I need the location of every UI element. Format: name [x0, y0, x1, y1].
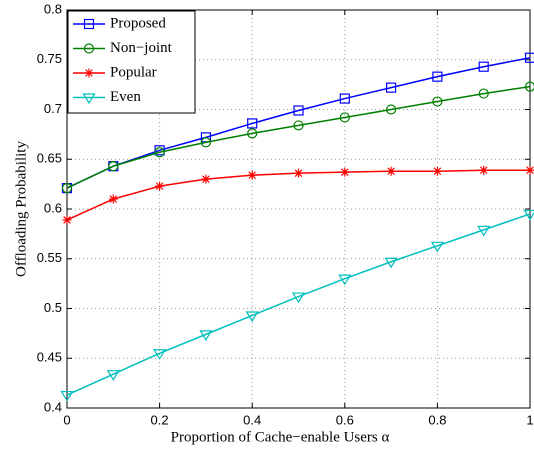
marker	[293, 120, 304, 131]
marker	[154, 147, 165, 158]
y-tick-label: 0.8	[44, 1, 62, 16]
marker	[479, 165, 489, 175]
marker	[293, 105, 304, 116]
y-tick-label: 0.75	[37, 51, 62, 66]
series-line	[66, 213, 531, 396]
marker	[247, 118, 258, 129]
marker	[247, 170, 257, 180]
marker	[84, 68, 94, 78]
y-tick-label: 0.7	[44, 101, 62, 116]
y-tick-label: 0.4	[44, 399, 62, 414]
marker	[245, 311, 259, 323]
y-tick-label: 0.65	[37, 151, 62, 166]
marker	[82, 93, 96, 105]
marker	[155, 181, 165, 191]
marker	[524, 52, 534, 63]
marker	[432, 96, 443, 107]
marker	[340, 167, 350, 177]
legend-label: Popular	[110, 64, 157, 80]
marker	[339, 93, 350, 104]
y-tick-label: 0.55	[37, 250, 62, 265]
marker	[62, 215, 72, 225]
marker	[384, 257, 398, 269]
y-tick-label: 0.5	[44, 300, 62, 315]
marker	[200, 137, 211, 148]
marker	[153, 349, 167, 360]
marker	[83, 18, 95, 30]
series-line	[66, 57, 531, 189]
x-tick-label: 0	[63, 412, 70, 427]
y-tick-label: 0.6	[44, 200, 62, 215]
series-line	[66, 85, 531, 189]
legend-label: Even	[110, 89, 141, 105]
legend-label: Non−joint	[110, 40, 173, 56]
x-axis-label: Proportion of Cache−enable Users α	[171, 429, 390, 445]
marker	[106, 370, 120, 381]
x-tick-label: 0.8	[428, 412, 446, 427]
x-tick-label: 0.6	[336, 412, 354, 427]
marker	[247, 128, 258, 139]
marker	[524, 81, 534, 92]
marker	[386, 104, 397, 115]
marker	[294, 168, 303, 178]
marker	[477, 225, 491, 237]
legend-label: Proposed	[110, 15, 166, 31]
marker	[430, 241, 444, 253]
marker	[478, 61, 489, 72]
marker	[432, 166, 442, 176]
marker	[523, 209, 534, 221]
x-tick-label: 0.2	[151, 412, 169, 427]
marker	[432, 71, 443, 82]
y-axis-label: Offloading Probability	[13, 141, 29, 277]
marker	[201, 174, 211, 184]
marker	[108, 194, 118, 204]
marker	[199, 330, 213, 342]
marker	[60, 390, 74, 402]
marker	[108, 161, 119, 172]
marker	[386, 166, 396, 176]
marker	[83, 43, 95, 54]
x-tick-label: 1	[526, 412, 533, 427]
marker	[478, 88, 489, 99]
marker	[386, 82, 397, 93]
marker	[525, 165, 534, 175]
marker	[291, 292, 306, 304]
y-tick-label: 0.45	[37, 350, 62, 365]
marker	[61, 183, 73, 194]
marker	[339, 112, 350, 123]
x-tick-label: 0.4	[243, 412, 261, 427]
marker	[338, 274, 352, 286]
plot-frame	[66, 9, 531, 409]
